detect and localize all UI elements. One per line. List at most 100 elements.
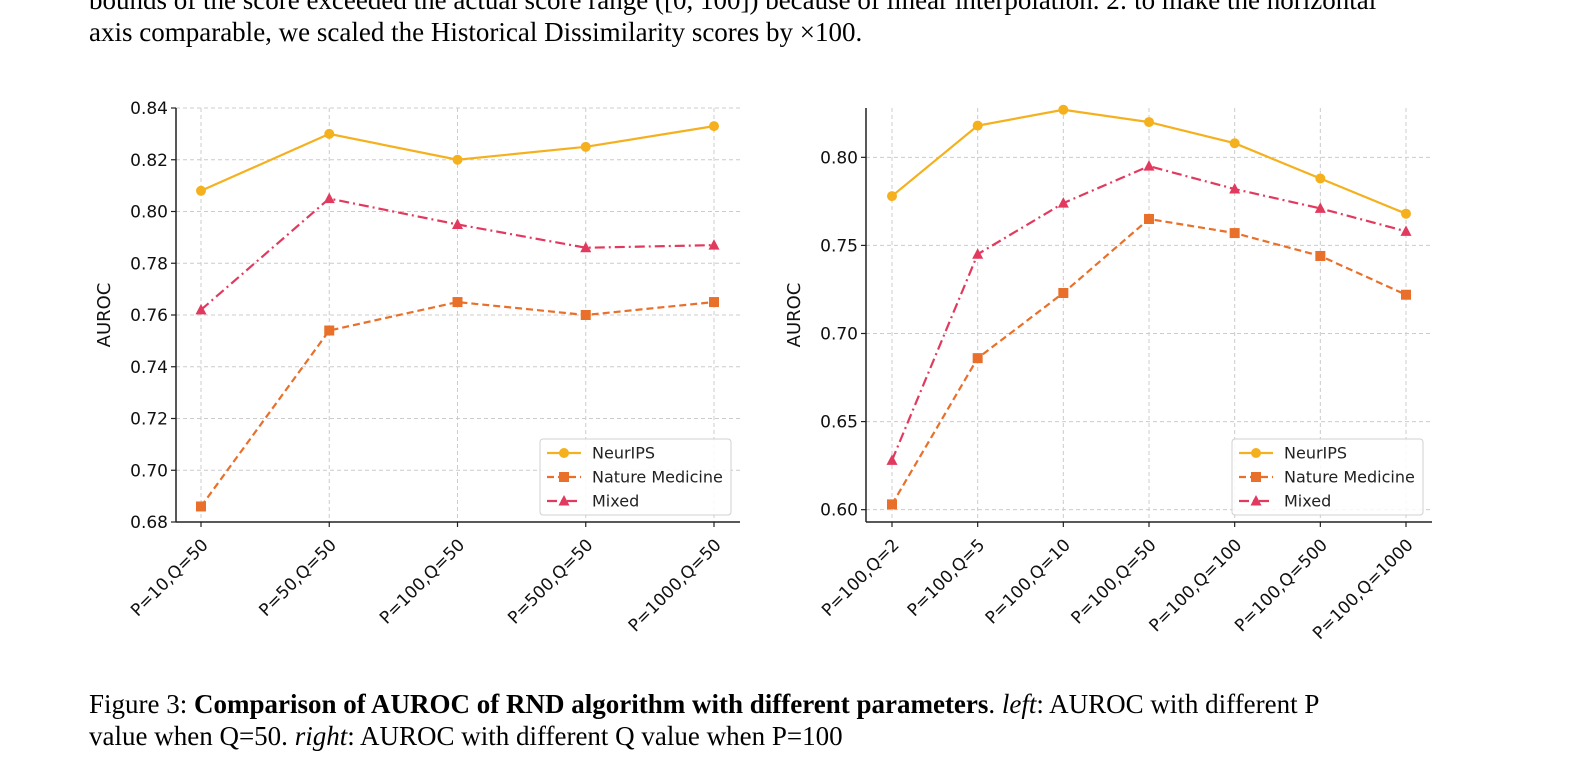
series-neurips — [196, 121, 719, 196]
grid-lines — [866, 108, 1432, 522]
caption-line2-text: value when Q=50. — [89, 721, 295, 751]
legend-marker — [559, 472, 569, 482]
data-point — [972, 120, 983, 131]
y-axis-label: AUROC — [94, 283, 115, 348]
data-point — [1058, 287, 1069, 298]
x-tick-label: P=100,Q=2 — [818, 535, 903, 620]
caption-left-label: left — [1001, 689, 1037, 719]
data-point — [324, 325, 335, 336]
preceding-paragraph: bounds of the score exceeded the actual … — [89, 0, 1489, 48]
y-tick-label: 0.70 — [820, 324, 858, 344]
data-point — [1143, 160, 1155, 171]
data-point — [887, 191, 897, 202]
caption-period: . — [988, 689, 1002, 719]
legend-label: Nature Medicine — [592, 468, 723, 487]
y-tick-label: 0.65 — [820, 413, 858, 433]
y-tick-label: 0.70 — [130, 461, 168, 481]
data-point — [580, 141, 591, 152]
legend-marker — [1251, 472, 1261, 482]
legend-marker — [559, 448, 569, 458]
caption-line-2: value when Q=50. right: AUROC with diffe… — [89, 720, 1509, 752]
y-tick-label: 0.78 — [130, 254, 168, 274]
data-point — [196, 185, 206, 196]
legend-item: Mixed — [547, 492, 639, 511]
y-tick-label: 0.80 — [820, 148, 858, 168]
data-point — [972, 353, 983, 364]
data-point — [709, 121, 719, 132]
legend-label: NeurIPS — [592, 444, 655, 463]
data-point — [1401, 208, 1411, 219]
caption-right-label: right — [294, 721, 348, 751]
legend-label: Nature Medicine — [1284, 468, 1415, 487]
data-point — [1144, 213, 1154, 224]
data-point — [1229, 183, 1241, 194]
legend-item: NeurIPS — [547, 444, 655, 463]
data-point — [886, 454, 898, 465]
y-tick-label: 0.76 — [130, 306, 168, 326]
y-tick-label: 0.72 — [130, 410, 168, 430]
data-point — [1144, 117, 1154, 128]
legend-marker — [1251, 448, 1261, 458]
series-nature — [887, 213, 1411, 510]
data-point — [1229, 138, 1240, 149]
data-point — [452, 218, 463, 229]
caption-right-text: : AUROC with different Q value when P=10… — [347, 721, 843, 751]
caption-left-text: : AUROC with different P — [1036, 689, 1320, 719]
legend-box — [1231, 438, 1424, 516]
y-tick-label: 0.84 — [130, 99, 168, 119]
legend-label: NeurIPS — [1284, 444, 1347, 463]
caption-line-1: Figure 3: Comparison of AUROC of RND alg… — [89, 688, 1509, 720]
series-line — [200, 300, 715, 508]
grid-lines — [176, 107, 740, 523]
legend-label: Mixed — [592, 492, 639, 511]
data-point — [1229, 228, 1240, 239]
legend: NeurIPS Nature Medicine Mixed — [539, 438, 732, 516]
legend-item: Nature Medicine — [1239, 468, 1415, 487]
data-point — [580, 310, 591, 320]
data-point — [323, 192, 335, 204]
series-mixed — [195, 192, 720, 315]
legend-marker — [558, 495, 570, 506]
data-point — [708, 239, 720, 250]
series-nature — [196, 297, 719, 512]
x-tick-label: P=100,Q=10 — [982, 535, 1075, 628]
x-tick-label: P=100,Q=5 — [904, 535, 989, 620]
caption-bold-title: Comparison of AUROC of RND algorithm wit… — [194, 689, 989, 719]
legend-box — [539, 438, 732, 516]
figure-caption: Figure 3: Comparison of AUROC of RND alg… — [89, 688, 1509, 752]
data-point — [1314, 202, 1326, 213]
data-point — [1058, 104, 1069, 115]
data-point — [887, 499, 897, 510]
data-point — [195, 303, 207, 315]
y-tick-label: 0.60 — [820, 501, 858, 521]
data-point — [1315, 250, 1326, 261]
series-neurips — [887, 104, 1411, 219]
y-axis-label: AUROC — [784, 283, 805, 348]
x-tick-label: P=100,Q=50 — [1067, 535, 1160, 628]
data-point — [1315, 173, 1326, 184]
legend-item: Mixed — [1239, 492, 1331, 511]
data-point — [452, 297, 463, 308]
legend-label: Mixed — [1284, 492, 1331, 511]
data-point — [324, 128, 335, 139]
paragraph-line-2: axis comparable, we scaled the Historica… — [89, 17, 863, 47]
data-point — [452, 154, 463, 165]
paragraph-line-1: bounds of the score exceeded the actual … — [89, 0, 1377, 15]
y-tick-label: 0.80 — [130, 203, 168, 223]
data-point — [196, 501, 206, 512]
data-point — [1057, 197, 1069, 208]
caption-prefix: Figure 3: — [89, 689, 194, 719]
legend-item: NeurIPS — [1239, 444, 1347, 463]
y-tick-label: 0.74 — [130, 358, 168, 378]
legend-marker — [1250, 495, 1262, 506]
y-tick-label: 0.82 — [130, 151, 168, 171]
series-mixed — [886, 160, 1412, 465]
legend-item: Nature Medicine — [547, 468, 723, 487]
data-point — [580, 241, 592, 253]
y-tick-label: 0.68 — [130, 513, 168, 533]
data-point — [972, 248, 984, 259]
data-point — [1400, 225, 1412, 236]
data-point — [1401, 289, 1411, 300]
